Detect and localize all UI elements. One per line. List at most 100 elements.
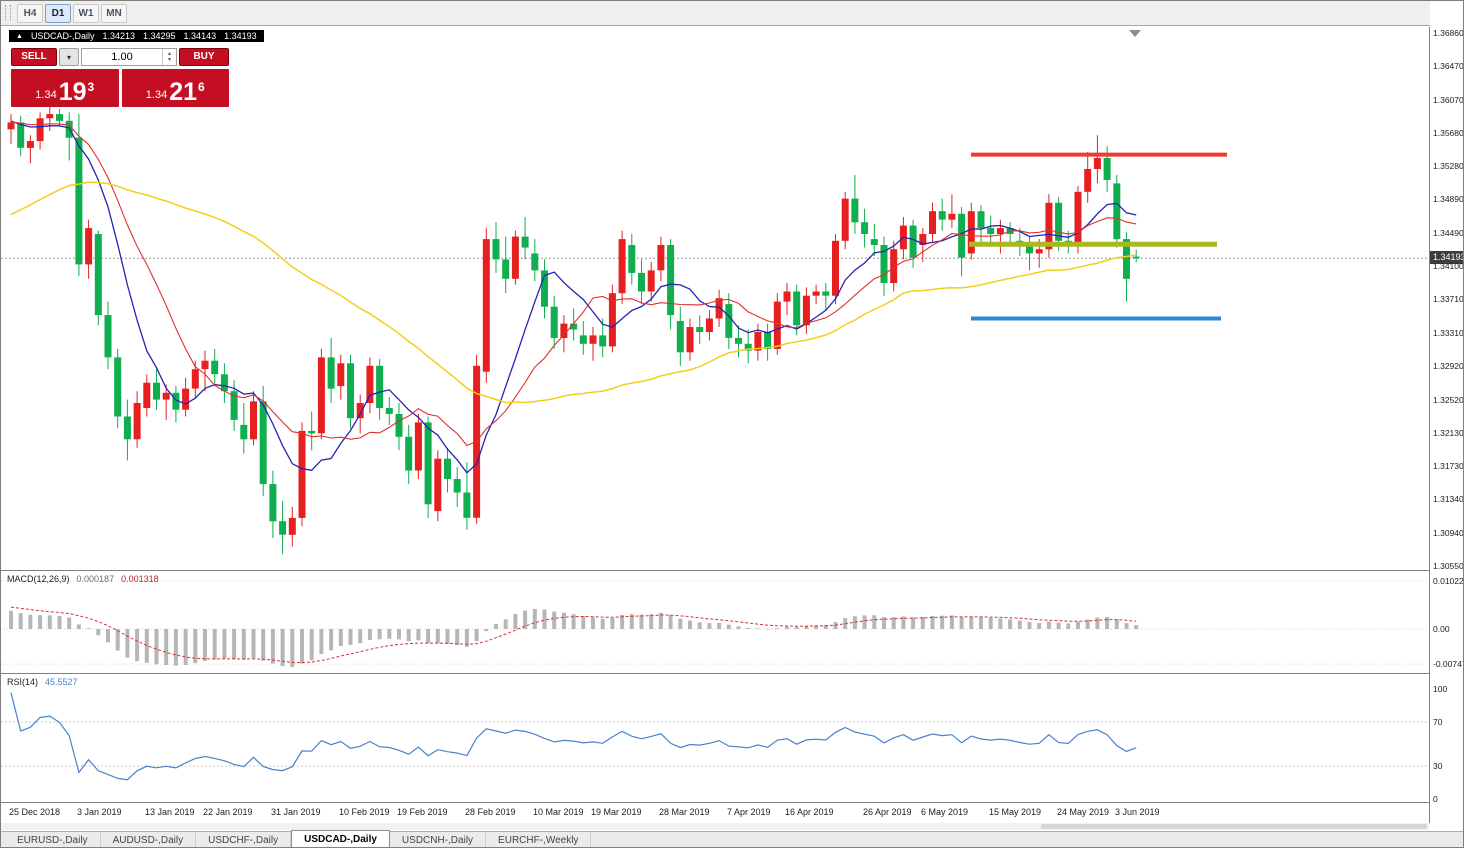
chart-area[interactable]: ▲ USDCAD-,Daily 1.34213 1.34295 1.34143 …: [1, 27, 1429, 570]
timeframe-toolbar: H4 D1 W1 MN: [1, 1, 1463, 26]
macd-label: MACD(12,26,9) 0.000187 0.001318: [7, 574, 159, 584]
ohlc-low: 1.34143: [183, 31, 217, 41]
date-axis-label: 13 Jan 2019: [145, 807, 195, 817]
date-axis-label: 3 Jun 2019: [1115, 807, 1160, 817]
rsi-label: RSI(14) 45.5527: [7, 677, 78, 687]
sell-button[interactable]: SELL: [11, 48, 57, 66]
tab-eurusd-daily[interactable]: EURUSD-,Daily: [5, 832, 101, 847]
date-axis-label: 22 Jan 2019: [203, 807, 253, 817]
axis-label: 1.36470: [1433, 61, 1464, 71]
sell-pip-fraction: 3: [87, 80, 95, 94]
tab-audusd-daily[interactable]: AUDUSD-,Daily: [101, 832, 197, 847]
lot-dropdown-button[interactable]: ▾: [59, 48, 79, 66]
ohlc-open: 1.34213: [102, 31, 135, 41]
candlestick-chart[interactable]: [1, 27, 1429, 570]
axis-label: 100: [1433, 684, 1448, 694]
axis-label: -0.007477: [1433, 659, 1463, 669]
timeframe-w1-button[interactable]: W1: [73, 3, 99, 23]
axis-label: 1.31340: [1433, 494, 1464, 504]
axis-label: 1.30940: [1433, 528, 1464, 538]
spinner-up-icon[interactable]: ▴: [167, 51, 171, 57]
axis-label: 1.32920: [1433, 361, 1464, 371]
axis-label: 30: [1433, 761, 1443, 771]
axis-label: 1.36860: [1433, 28, 1464, 38]
chart-symbol-icon: ▲: [16, 32, 23, 40]
buy-quote[interactable]: 1.34 21 6: [121, 69, 229, 107]
buy-pips: 21: [169, 78, 198, 106]
tab-eurchf-weekly[interactable]: EURCHF-,Weekly: [486, 832, 592, 847]
axis-label: 0.00: [1433, 624, 1450, 634]
rsi-value: 45.5527: [45, 677, 78, 687]
axis-label: 1.30550: [1433, 561, 1464, 571]
date-axis-label: 3 Jan 2019: [77, 807, 122, 817]
current-price-badge: 1.34193: [1430, 251, 1463, 264]
ohlc-close: 1.34193: [224, 31, 257, 41]
date-axis-label: 15 May 2019: [989, 807, 1042, 817]
macd-chart[interactable]: [1, 571, 1429, 673]
date-axis-label: 31 Jan 2019: [271, 807, 321, 817]
axis-label: 0.010229: [1433, 576, 1464, 586]
toolbar-drag-handle[interactable]: [5, 5, 11, 21]
lot-size-field[interactable]: 1.00 ▴ ▾: [81, 48, 177, 66]
axis-label: 1.31730: [1433, 461, 1464, 471]
buy-pip-fraction: 6: [198, 80, 205, 94]
rsi-chart[interactable]: [1, 674, 1429, 802]
date-axis-label: 28 Feb 2019: [465, 807, 516, 817]
lot-spinner[interactable]: ▴ ▾: [162, 49, 176, 65]
date-axis-label: 10 Mar 2019: [533, 807, 584, 817]
chart-title: ▲ USDCAD-,Daily 1.34213 1.34295 1.34143 …: [9, 30, 264, 42]
date-axis-label: 25 Dec 2018: [9, 807, 61, 817]
date-axis-label: 19 Feb 2019: [397, 807, 448, 817]
date-axis-label: 16 Apr 2019: [785, 807, 834, 817]
tab-usdchf-daily[interactable]: USDCHF-,Daily: [196, 832, 292, 847]
macd-name: MACD(12,26,9): [7, 574, 70, 584]
axis-label: 1.33310: [1433, 328, 1464, 338]
axis-label: 1.36070: [1433, 95, 1464, 105]
macd-main-value: 0.000187: [76, 574, 115, 584]
rsi-panel[interactable]: RSI(14) 45.5527: [1, 673, 1429, 803]
date-axis-label: 24 May 2019: [1057, 807, 1110, 817]
date-axis-label: 6 May 2019: [921, 807, 969, 817]
one-click-trading-panel: SELL ▾ 1.00 ▴ ▾ BUY 1.34 19 3 1.34 21 6: [11, 48, 229, 107]
chart-symbol-label: USDCAD-,Daily: [30, 31, 95, 41]
sell-big-figure: 1.34: [35, 89, 57, 101]
date-axis-label: 26 Apr 2019: [863, 807, 912, 817]
axis-label: 1.34490: [1433, 228, 1464, 238]
scrollbar-thumb[interactable]: [1041, 824, 1427, 829]
sell-quote[interactable]: 1.34 19 3: [11, 69, 119, 107]
axis-label: 1.33710: [1433, 294, 1464, 304]
lot-size-value: 1.00: [111, 51, 133, 63]
buy-big-figure: 1.34: [145, 89, 168, 101]
axis-label: 1.35680: [1433, 128, 1464, 138]
tab-usdcad-daily[interactable]: USDCAD-,Daily: [291, 830, 390, 847]
axis-separator: [1429, 27, 1430, 823]
axis-label: 1.35280: [1433, 161, 1464, 171]
axis-label: 0: [1433, 794, 1438, 804]
date-axis-label: 7 Apr 2019: [727, 807, 771, 817]
macd-signal-value: 0.001318: [121, 574, 159, 584]
buy-button[interactable]: BUY: [179, 48, 229, 66]
axis-label: 1.32520: [1433, 395, 1464, 405]
date-axis-label: 28 Mar 2019: [659, 807, 710, 817]
sell-pips: 19: [58, 78, 87, 106]
price-axis[interactable]: 1.34193 1.36860 1.36470 1.36070 1.35680 1.35…: [1430, 1, 1464, 847]
horizontal-scrollbar[interactable]: [1, 823, 1429, 830]
timeframe-h4-button[interactable]: H4: [17, 3, 43, 23]
timeframe-d1-button[interactable]: D1: [45, 3, 71, 23]
rsi-name: RSI(14): [7, 677, 39, 687]
axis-label: 1.32130: [1433, 428, 1464, 438]
tab-usdcnh-daily[interactable]: USDCNH-,Daily: [390, 832, 487, 847]
chart-tabs-bar: EURUSD-,Daily AUDUSD-,Daily USDCHF-,Dail…: [1, 830, 1463, 847]
macd-panel[interactable]: MACD(12,26,9) 0.000187 0.001318: [1, 570, 1429, 674]
axis-label: 1.34890: [1433, 194, 1464, 204]
spinner-down-icon[interactable]: ▾: [167, 57, 171, 63]
ohlc-high: 1.34295: [143, 31, 176, 41]
axis-label: 1.34100: [1433, 261, 1464, 271]
axis-label: 70: [1433, 717, 1443, 727]
date-axis-label: 19 Mar 2019: [591, 807, 642, 817]
chevron-down-icon: ▾: [66, 52, 71, 62]
date-axis[interactable]: 25 Dec 2018 3 Jan 2019 13 Jan 2019 22 Jan 2…: [1, 802, 1429, 824]
timeframe-mn-button[interactable]: MN: [101, 3, 127, 23]
date-axis-label: 10 Feb 2019: [339, 807, 390, 817]
